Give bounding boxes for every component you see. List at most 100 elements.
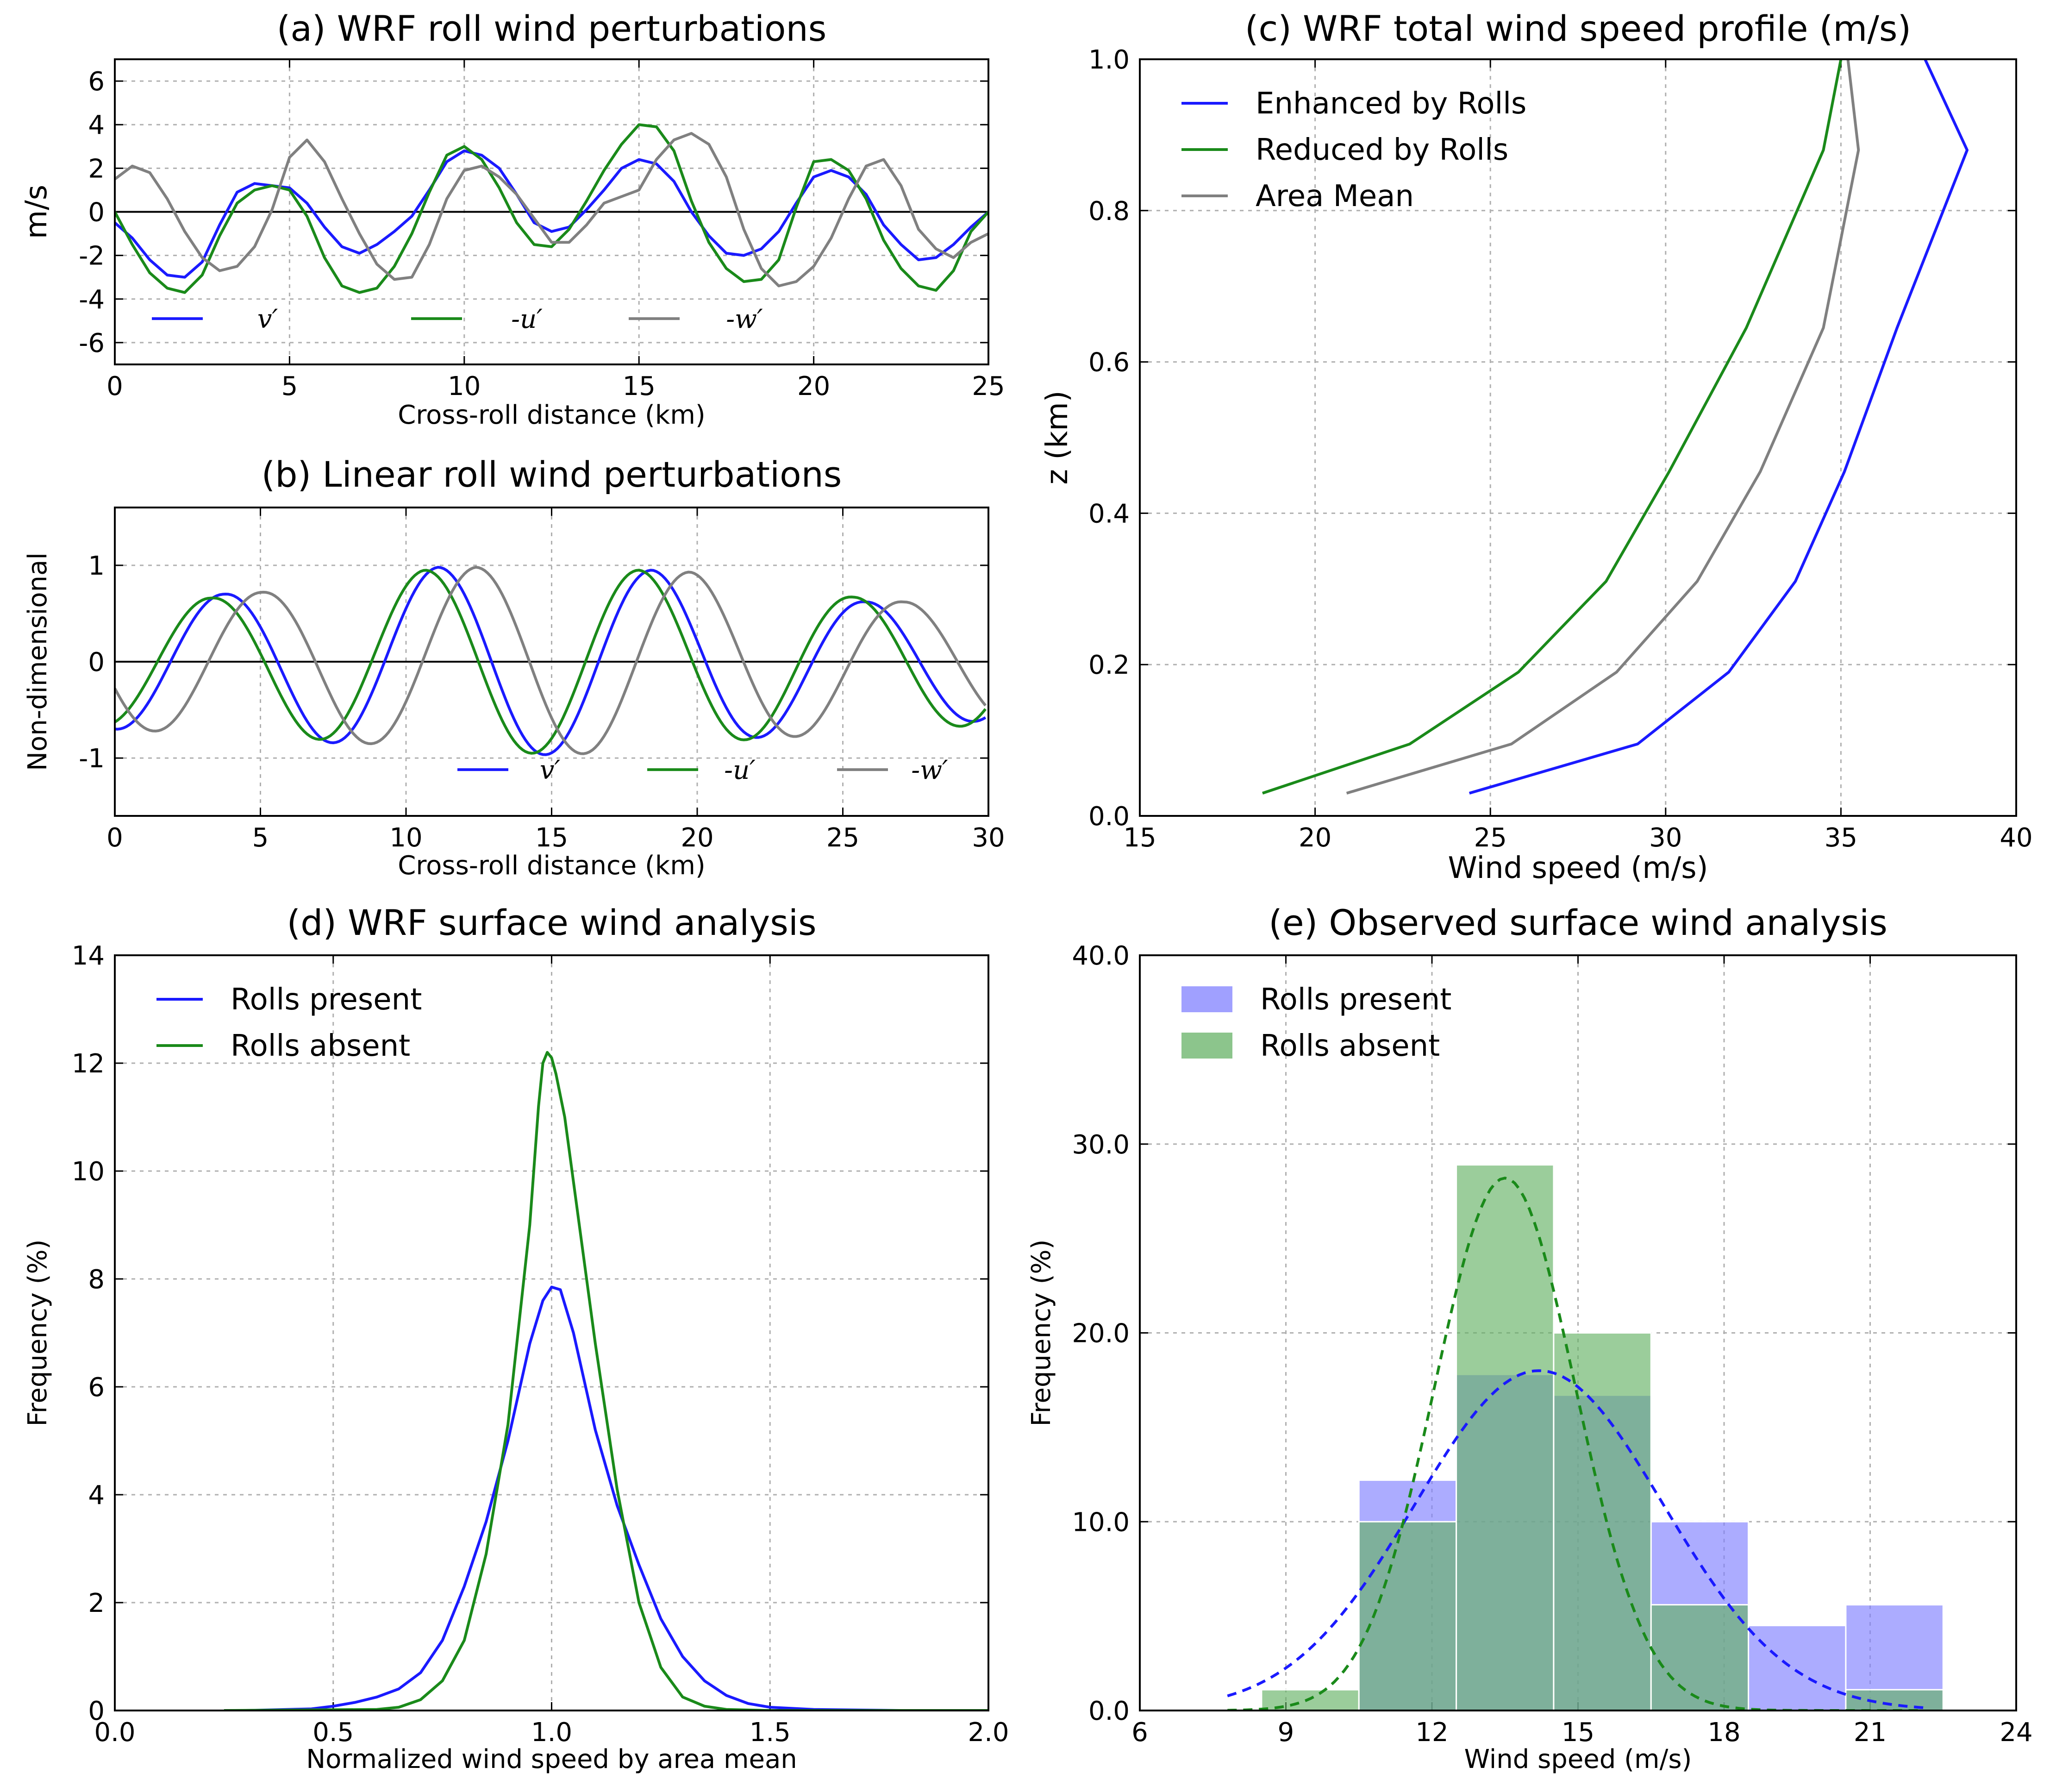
histogram-bar — [1845, 1689, 1944, 1711]
series-line-v′ — [115, 149, 988, 279]
legend-label: Rolls absent — [1260, 1029, 1440, 1063]
panel-e: 6 9 12 15 18 21 24 0.0 10.0 20.0 30.0 40.0 (e) Obser… — [1026, 902, 2033, 1774]
y-tick-label: 0.0 — [1088, 1696, 1130, 1726]
legend-label: Enhanced by Rolls — [1256, 87, 1526, 121]
x-tick-label: 5 — [252, 823, 269, 853]
y-tick-label: 2 — [88, 1588, 105, 1618]
x-tick-label: 6 — [1131, 1717, 1148, 1748]
y-tick-label: 4 — [88, 1480, 105, 1510]
x-tick-label: 2.0 — [968, 1717, 1009, 1748]
y-tick-label: 14 — [72, 941, 105, 971]
y-tick-label: -4 — [79, 285, 105, 315]
x-axis-label: Cross-roll distance (km) — [398, 400, 705, 430]
x-tick-label: 10 — [448, 371, 481, 401]
chart-title: (c) WRF total wind speed profile (m/s) — [1245, 8, 1911, 49]
y-tick-label: 20.0 — [1072, 1319, 1130, 1349]
legend-label: Rolls absent — [231, 1029, 410, 1063]
y-tick-label: 0.0 — [1088, 802, 1130, 832]
legend-label: Reduced by Rolls — [1256, 133, 1508, 167]
plot-area — [224, 1051, 988, 1711]
y-tick-label: 2 — [88, 154, 105, 184]
histogram-bar — [1748, 1625, 1847, 1711]
x-axis-label: Wind speed (m/s) — [1448, 851, 1708, 885]
series-line--w′ — [115, 132, 988, 288]
x-tick-label: 21 — [1854, 1717, 1887, 1748]
y-tick-label: 0 — [88, 647, 105, 677]
y-axis-label: z (km) — [1040, 390, 1075, 484]
y-tick-label: 10.0 — [1072, 1507, 1130, 1537]
x-tick-label: 24 — [2000, 1717, 2032, 1748]
y-tick-label: 40.0 — [1072, 941, 1130, 971]
x-tick-label: 15 — [535, 823, 568, 853]
y-tick-label: 10 — [72, 1157, 105, 1187]
series-line-Enhanced by Rolls — [1469, 59, 1969, 795]
y-axis-label: m/s — [19, 185, 54, 239]
series-line-Area Mean — [1346, 59, 1860, 795]
y-tick-label: 0.8 — [1088, 196, 1130, 226]
y-tick-label: 0.4 — [1088, 499, 1130, 529]
x-tick-label: 9 — [1278, 1717, 1294, 1748]
y-axis-label: Frequency (%) — [23, 1239, 53, 1426]
x-tick-label: 15 — [1562, 1717, 1594, 1748]
series-line--w′ — [115, 566, 987, 755]
y-tick-label: 6 — [88, 67, 105, 97]
y-tick-label: 8 — [88, 1265, 105, 1295]
x-tick-label: 1.5 — [750, 1717, 791, 1748]
y-tick-label: 4 — [88, 110, 105, 140]
x-tick-label: 25 — [826, 823, 859, 853]
x-axis-label: Normalized wind speed by area mean — [306, 1744, 797, 1774]
fit-curve — [1227, 1369, 1924, 1709]
plot-area — [115, 566, 988, 756]
legend-label: Rolls present — [1260, 983, 1451, 1017]
chart-title: (d) WRF surface wind analysis — [287, 902, 816, 943]
y-tick-label: 30.0 — [1072, 1130, 1130, 1160]
plot-area — [115, 123, 988, 294]
x-tick-label: 20 — [1299, 823, 1331, 853]
axes-frame — [114, 58, 989, 365]
series-line-Rolls absent — [224, 1051, 988, 1711]
axes-frame — [1139, 954, 2017, 1711]
x-tick-label: 1.0 — [531, 1717, 572, 1748]
x-tick-label: 25 — [972, 371, 1005, 401]
panel-d: 0.0 0.5 1.0 1.5 2.0 0 2 4 6 8 10 12 14 (d) WRF surfac… — [23, 902, 1009, 1774]
y-tick-label: 1 — [88, 551, 105, 581]
series-line-Rolls present — [245, 1285, 988, 1711]
legend-label: Area Mean — [1256, 179, 1414, 213]
histogram-bar — [1553, 1332, 1652, 1711]
chart-title: (a) WRF roll wind perturbations — [277, 8, 827, 49]
y-tick-label: -2 — [79, 241, 105, 271]
panel-b: 0 5 10 15 20 25 30 -1 0 1 (b) Linear roll wind per… — [23, 454, 1005, 881]
legend-swatch — [1181, 986, 1232, 1012]
y-tick-label: 0 — [88, 198, 105, 228]
legend-label: -u′ — [724, 755, 756, 785]
legend-label: -w′ — [726, 304, 763, 334]
plot-area — [1227, 1164, 1944, 1711]
x-tick-label: 10 — [389, 823, 422, 853]
y-tick-label: 12 — [72, 1049, 105, 1079]
y-tick-label: 0 — [88, 1696, 105, 1726]
x-tick-label: 35 — [1825, 823, 1857, 853]
legend-label: v′ — [257, 304, 278, 334]
y-tick-label: -1 — [79, 744, 105, 774]
x-tick-label: 25 — [1474, 823, 1507, 853]
y-tick-label: 0.6 — [1088, 348, 1130, 378]
x-axis-label: Wind speed (m/s) — [1464, 1744, 1692, 1774]
x-tick-label: 0 — [106, 823, 123, 853]
x-tick-label: 40 — [2000, 823, 2032, 853]
x-tick-label: 5 — [281, 371, 298, 401]
y-tick-label: 0.2 — [1088, 650, 1130, 680]
x-tick-label: 12 — [1415, 1717, 1448, 1748]
y-tick-label: 1.0 — [1088, 45, 1130, 75]
legend-swatch — [1181, 1033, 1232, 1059]
series-line-v′ — [115, 566, 987, 756]
x-tick-label: 18 — [1707, 1717, 1740, 1748]
legend-label: v′ — [540, 755, 561, 785]
chart-title: (e) Observed surface wind analysis — [1269, 902, 1888, 943]
legend-label: -u′ — [511, 304, 543, 334]
series-line--u′ — [115, 123, 988, 294]
legend-label: -w′ — [911, 755, 948, 785]
x-tick-label: 30 — [972, 823, 1005, 853]
x-tick-label: 0 — [106, 371, 123, 401]
y-axis-label: Frequency (%) — [1026, 1239, 1056, 1426]
